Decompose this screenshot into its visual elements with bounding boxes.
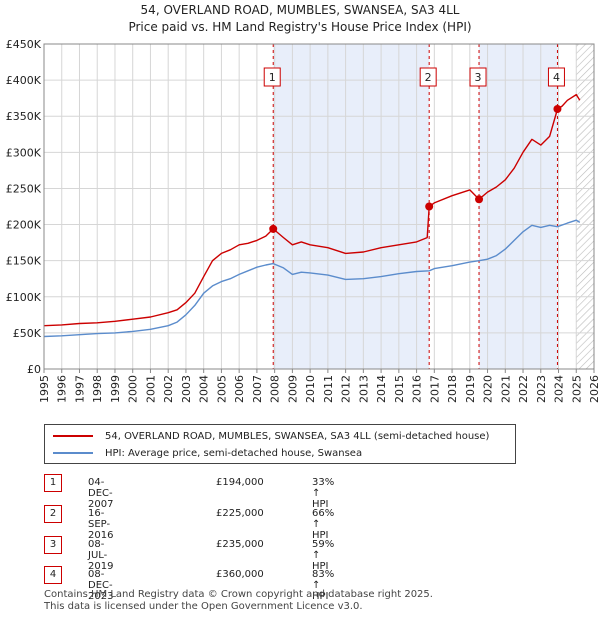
sale-point [553, 105, 562, 113]
shaded-period [273, 44, 430, 369]
sale-marker-box [547, 67, 565, 87]
x-tick-label: 2010 [304, 375, 317, 403]
transaction-number: 4 [44, 566, 62, 584]
x-tick-label: 2025 [570, 375, 583, 403]
transaction-number: 3 [44, 536, 62, 554]
x-tick-label: 2001 [144, 375, 157, 403]
y-tick-label: £400K [6, 74, 42, 87]
transaction-hpi: 33% ↑ HPI [312, 477, 335, 510]
x-tick-label: 2009 [286, 375, 299, 403]
x-tick-label: 2017 [428, 375, 441, 403]
y-tick-label: £250K [6, 182, 42, 195]
x-tick-label: 1997 [73, 375, 86, 403]
x-tick-label: 2023 [535, 375, 548, 403]
sale-point [475, 195, 484, 204]
x-tick-label: 1995 [38, 375, 51, 403]
x-tick-label: 2015 [393, 375, 406, 403]
transaction-date: 04-DEC-2007 [88, 477, 114, 510]
price-chart: £0 £50K £100K £150K £200K £250K £300K £350K £400… [6, 38, 600, 403]
sale-marker-label: 1 [269, 71, 276, 84]
transaction-price: £235,000 [216, 539, 264, 550]
forecast-hatch [576, 44, 594, 369]
x-tick-label: 2020 [482, 375, 495, 403]
sale-point [269, 224, 278, 233]
legend-item-property: 54, OVERLAND ROAD, MUMBLES, SWANSEA, SA3… [53, 428, 489, 444]
sale-marker-label: 4 [553, 71, 560, 84]
transaction-number: 2 [44, 505, 62, 523]
x-tick-label: 2008 [269, 375, 282, 403]
hpi-line [43, 219, 581, 338]
sale-marker-box [469, 67, 487, 87]
y-tick-label: £300K [6, 146, 42, 159]
legend-label-hpi: HPI: Average price, semi-detached house,… [105, 447, 363, 459]
x-tick-label: 2022 [517, 375, 530, 403]
sale-point [425, 202, 434, 211]
x-tick-label: 2004 [198, 375, 211, 403]
y-tick-label: £100K [6, 291, 42, 304]
x-tick-label: 2014 [375, 375, 388, 403]
transaction-hpi: 66% ↑ HPI [312, 508, 335, 541]
footer-line-copyright: Contains HM Land Registry data © Crown c… [44, 589, 433, 600]
x-tick-label: 2026 [588, 375, 600, 403]
chart-title: 54, OVERLAND ROAD, MUMBLES, SWANSEA, SA3… [140, 3, 460, 17]
x-tick-label: 2006 [233, 375, 246, 403]
x-tick-label: 2003 [180, 375, 193, 403]
transaction-price: £360,000 [216, 569, 264, 580]
y-tick-label: £450K [6, 38, 42, 51]
transaction-date: 08-DEC-2023 [88, 569, 114, 602]
x-tick-label: 2005 [215, 375, 228, 403]
sale-marker-box [263, 67, 281, 87]
legend: 54, OVERLAND ROAD, MUMBLES, SWANSEA, SA3… [44, 424, 516, 464]
sale-marker-box [419, 67, 437, 87]
x-tick-label: 2018 [446, 375, 459, 403]
transaction-number: 1 [44, 474, 62, 492]
x-tick-label: 1999 [109, 375, 122, 403]
property-price-line [43, 93, 581, 327]
transaction-hpi: 83% ↑ HPI [312, 569, 335, 602]
x-tick-label: 2002 [162, 375, 175, 403]
y-tick-label: £50K [13, 327, 42, 340]
footer-line-licence: This data is licensed under the Open Gov… [44, 601, 363, 612]
sale-marker-label: 2 [425, 71, 432, 84]
x-tick-label: 2016 [411, 375, 424, 403]
y-tick-label: £0 [27, 363, 41, 376]
sale-marker-label: 3 [475, 71, 482, 84]
footer-attribution: Contains HM Land Registry data © Crown c… [44, 589, 433, 613]
transaction-date: 08-JUL-2019 [88, 539, 114, 572]
legend-swatch-blue [53, 452, 93, 454]
y-tick-label: £150K [6, 255, 42, 268]
x-tick-label: 2024 [553, 375, 566, 403]
x-tick-label: 2019 [464, 375, 477, 403]
x-tick-label: 2021 [499, 375, 512, 403]
y-tick-label: £200K [6, 219, 42, 232]
transaction-date: 16-SEP-2016 [88, 508, 114, 541]
plot-frame [43, 43, 595, 370]
x-tick-label: 2013 [357, 375, 370, 403]
x-tick-label: 1998 [91, 375, 104, 403]
transaction-hpi: 59% ↑ HPI [312, 539, 335, 572]
legend-label-property: 54, OVERLAND ROAD, MUMBLES, SWANSEA, SA3… [105, 430, 490, 442]
shaded-period [479, 44, 558, 369]
legend-item-hpi: HPI: Average price, semi-detached house,… [53, 445, 362, 461]
x-tick-label: 2012 [340, 375, 353, 403]
x-tick-label: 2011 [322, 375, 335, 403]
y-tick-label: £350K [6, 110, 42, 123]
transaction-price: £194,000 [216, 477, 264, 488]
transaction-price: £225,000 [216, 508, 264, 519]
legend-swatch-red [53, 435, 93, 437]
x-tick-label: 1996 [56, 375, 69, 403]
chart-subtitle: Price paid vs. HM Land Registry's House … [128, 20, 472, 34]
x-tick-label: 2007 [251, 375, 264, 403]
x-tick-label: 2000 [127, 375, 140, 403]
